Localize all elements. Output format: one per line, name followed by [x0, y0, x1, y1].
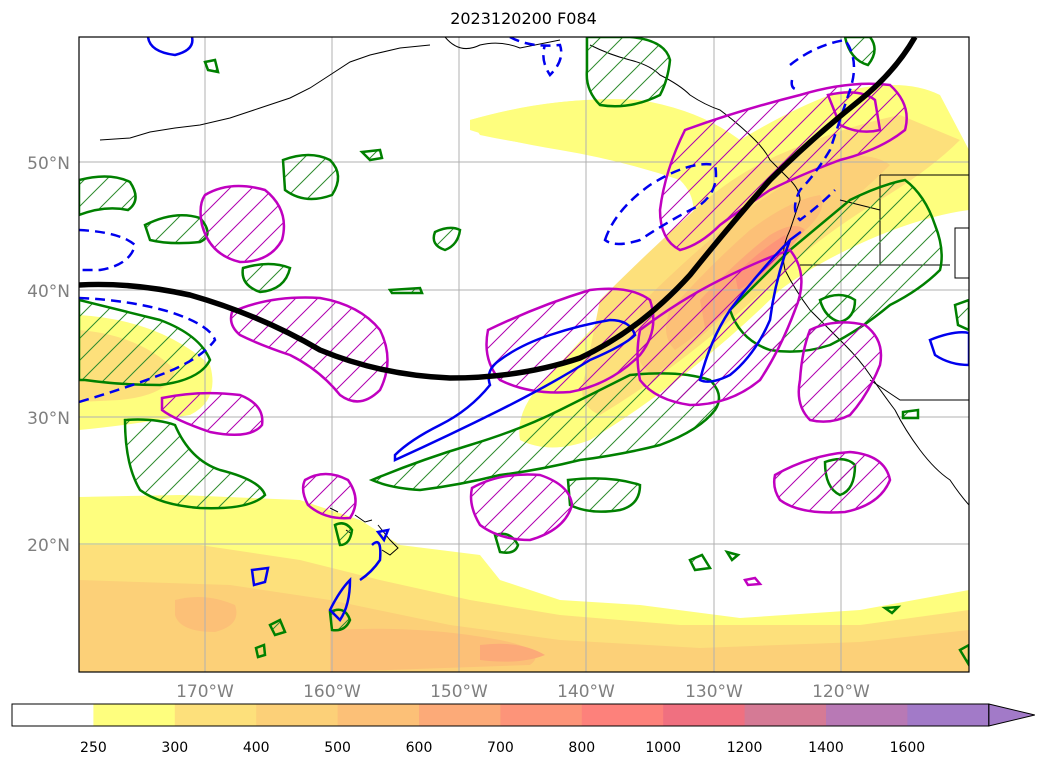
colorbar-tick-label: 300	[161, 740, 188, 756]
lon-label-160w: 160°W	[303, 682, 361, 702]
lon-label-150w: 150°W	[430, 682, 488, 702]
colorbar-tick-label: 600	[406, 740, 433, 756]
colorbar-outline	[11, 703, 990, 727]
colorbar-extend-arrow	[988, 703, 1035, 727]
colorbar: 250 300 400 500 600 700 800 1000 1200 1400 1600	[11, 703, 1035, 756]
map-frame	[78, 36, 970, 673]
colorbar-tick-label: 500	[324, 740, 351, 756]
map-title: 2023120200 F084	[450, 9, 597, 28]
colorbar-tick-label: 1400	[808, 740, 844, 756]
colorbar-segment	[744, 704, 827, 726]
colorbar-tick-label: 800	[568, 740, 595, 756]
lon-label-120w: 120°W	[812, 682, 870, 702]
colorbar-tick-label: 700	[487, 740, 514, 756]
blue-dashed-contours	[79, 37, 856, 404]
colorbar-segment	[907, 704, 990, 726]
colorbar-segment	[500, 704, 583, 726]
lat-label-30: 30°N	[27, 409, 70, 429]
lat-label-50: 50°N	[27, 154, 70, 174]
colorbar-segment	[174, 704, 257, 726]
colorbar-segment	[12, 704, 94, 726]
colorbar-tick-label: 250	[80, 740, 107, 756]
colorbar-segment	[337, 704, 420, 726]
lon-label-170w: 170°W	[176, 682, 234, 702]
colorbar-tick-label: 1200	[727, 740, 763, 756]
colorbar-segment	[663, 704, 746, 726]
lat-label-40: 40°N	[27, 282, 70, 302]
colorbar-tick-label: 1000	[645, 740, 681, 756]
colorbar-segment	[256, 704, 339, 726]
colorbar-segment	[581, 704, 664, 726]
magenta-contours	[160, 82, 908, 587]
lat-label-20: 20°N	[27, 536, 70, 556]
colorbar-tick-label: 1600	[890, 740, 926, 756]
jet-axis-line	[79, 37, 918, 381]
colorbar-segment	[93, 704, 176, 726]
colorbar-segment	[826, 704, 908, 726]
lon-label-140w: 140°W	[557, 682, 615, 702]
lon-label-130w: 130°W	[685, 682, 743, 702]
blue-contours	[146, 37, 969, 622]
green-contours	[79, 37, 969, 668]
colorbar-segment	[419, 704, 501, 726]
map-area	[79, 37, 969, 672]
colorbar-tick-label: 400	[243, 740, 270, 756]
